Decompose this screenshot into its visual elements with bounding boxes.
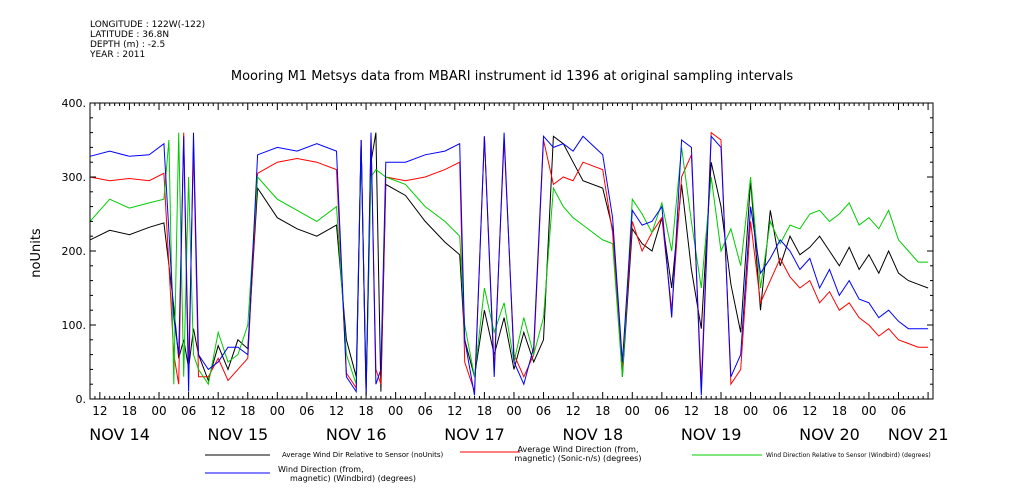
- x-tick-label: 06: [773, 404, 788, 418]
- x-day-label: NOV 17: [444, 425, 505, 444]
- legend-label-0: Average Wind Dir Relative to Sensor (noU…: [282, 451, 443, 459]
- x-tick-label: 18: [358, 404, 373, 418]
- x-tick-label: 00: [151, 404, 166, 418]
- legend-label-3-line2: magnetic) (Windbird) (degrees): [290, 474, 416, 483]
- x-day-label: NOV 16: [326, 425, 387, 444]
- x-tick-label: 06: [536, 404, 551, 418]
- x-tick-label: 12: [565, 404, 580, 418]
- x-tick-label: 00: [506, 404, 521, 418]
- axes-layer: 0. 100. 200. 300. 400. 12 18 00 06 12 18 00 06 12 18 00…: [62, 97, 949, 444]
- x-day-label: NOV 20: [799, 425, 860, 444]
- x-tick-label: 00: [743, 404, 758, 418]
- x-tick-label: 06: [299, 404, 314, 418]
- x-day-label: NOV 19: [681, 425, 742, 444]
- y-tick-label: 200.: [62, 245, 87, 258]
- series-line-2: [89, 132, 929, 392]
- series-line-3: [89, 132, 929, 396]
- legend-label-1: Average Wind Direction (from,: [517, 445, 638, 454]
- legend-label-2: Wind Direction Relative to Sensor (Windb…: [766, 452, 931, 459]
- x-tick-label: 18: [477, 404, 492, 418]
- x-tick-label: 00: [625, 404, 640, 418]
- x-tick-label: 12: [684, 404, 699, 418]
- x-tick-label: 12: [329, 404, 344, 418]
- x-day-label: NOV 18: [563, 425, 624, 444]
- x-day-label: NOV 21: [888, 425, 949, 444]
- metadata-block: LONGITUDE : 122W(-122) LATITUDE : 36.8N …: [90, 20, 205, 60]
- legend: Average Wind Dir Relative to Sensor (noU…: [205, 445, 931, 483]
- x-tick-label: 06: [654, 404, 669, 418]
- year-text: YEAR : 2011: [90, 50, 146, 60]
- legend-label-3: Wind Direction (from,: [278, 465, 364, 474]
- x-tick-label: 12: [92, 404, 107, 418]
- series-line-0: [89, 132, 929, 392]
- x-tick-label: 18: [713, 404, 728, 418]
- y-tick-label: 100.: [62, 319, 87, 332]
- x-tick-label: 12: [802, 404, 817, 418]
- x-tick-label: 18: [595, 404, 610, 418]
- y-tick-label: 300.: [62, 171, 87, 184]
- latitude-text: LATITUDE : 36.8N: [90, 30, 170, 40]
- x-tick-label: 00: [388, 404, 403, 418]
- longitude-text: LONGITUDE : 122W(-122): [90, 20, 206, 30]
- series-layer: [89, 131, 929, 396]
- legend-label-1-line2: magnetic) (Sonic-n/s) (degrees): [515, 454, 642, 463]
- x-day-label: NOV 14: [89, 425, 150, 444]
- chart-title: Mooring M1 Metsys data from MBARI instru…: [231, 69, 793, 84]
- x-tick-label: 18: [240, 404, 255, 418]
- x-tick-label: 18: [122, 404, 137, 418]
- x-tick-label: 06: [891, 404, 906, 418]
- y-axis-label: noUnits: [29, 228, 44, 278]
- x-tick-label: 00: [861, 404, 876, 418]
- y-tick-label: 400.: [62, 97, 87, 110]
- x-tick-label: 18: [832, 404, 847, 418]
- x-tick-label: 06: [418, 404, 433, 418]
- x-tick-label: 00: [270, 404, 285, 418]
- x-tick-label: 06: [181, 404, 196, 418]
- x-tick-label: 12: [447, 404, 462, 418]
- depth-text: DEPTH (m) : -2.5: [90, 40, 166, 50]
- x-tick-label: 12: [211, 404, 226, 418]
- y-tick-label: 0.: [76, 393, 87, 406]
- x-day-label: NOV 15: [208, 425, 269, 444]
